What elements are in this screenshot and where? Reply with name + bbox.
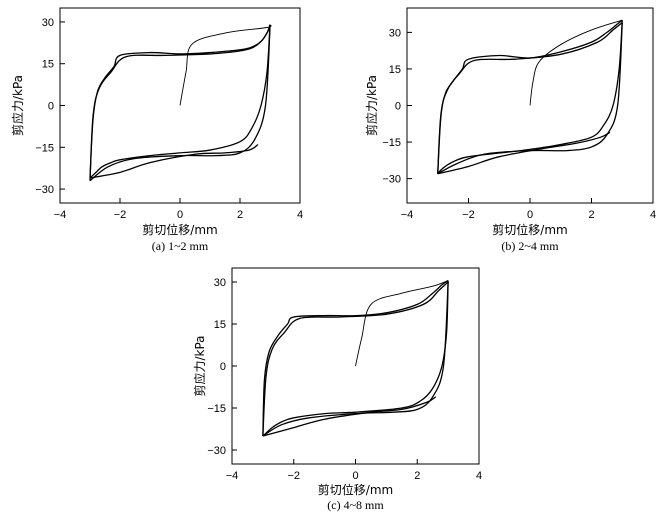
hysteresis-curve-3 <box>262 396 437 437</box>
hysteresis-curve-4 <box>89 27 271 182</box>
x-tick-label: 2 <box>414 470 420 482</box>
chart-c: −4 −2 0 2 4 −30 −15 0 15 30 剪切位移/mm 剪应力/kPa (c) 4~8 … <box>192 267 482 512</box>
subfigure-caption: (c) 4~8 mm <box>327 498 384 512</box>
series-group <box>89 24 272 182</box>
x-axis-label: 剪切位移/mm <box>318 482 393 497</box>
x-tick-label: 4 <box>297 209 303 221</box>
hysteresis-curve-4 <box>437 22 623 175</box>
hysteresis-curve-1 <box>437 20 623 175</box>
hysteresis-curve-0 <box>355 280 449 367</box>
x-tick-label: 2 <box>237 209 243 221</box>
x-tick-label: −4 <box>54 209 67 221</box>
y-tick-label: 0 <box>48 101 54 113</box>
subfigure-caption: (a) 1~2 mm <box>152 239 209 253</box>
y-tick-label: −15 <box>382 137 401 149</box>
x-tick-label: −2 <box>462 209 475 221</box>
x-tick-label: 4 <box>476 470 482 482</box>
y-tick-label: −15 <box>35 142 54 154</box>
hysteresis-curve-0 <box>179 24 272 106</box>
hysteresis-curve-5 <box>262 281 449 437</box>
y-tick-label: 15 <box>389 64 401 76</box>
y-tick-label: −30 <box>207 445 226 457</box>
hysteresis-curve-0 <box>529 19 623 106</box>
hysteresis-curve-5 <box>437 22 623 174</box>
hysteresis-curve-1 <box>89 24 271 179</box>
hysteresis-curve-5 <box>89 27 271 181</box>
hysteresis-curve-3 <box>89 143 259 179</box>
chart-b: −4 −2 0 2 4 −30 −15 0 15 30 剪切位移/mm 剪应力/kPa (b) 2~4 … <box>364 7 656 253</box>
y-tick-label: 15 <box>214 319 226 331</box>
x-tick-label: 4 <box>650 209 656 221</box>
x-tick-label: −2 <box>114 209 127 221</box>
y-axis-label: 剪应力/kPa <box>364 75 379 136</box>
series-group <box>437 19 623 175</box>
subfigure-caption: (b) 2~4 mm <box>501 239 559 253</box>
x-tick-label: −4 <box>401 209 414 221</box>
y-tick-label: 0 <box>395 101 401 113</box>
x-tick-label: 0 <box>527 209 533 221</box>
y-tick-label: 30 <box>42 17 54 29</box>
y-axis-label: 剪应力/kPa <box>192 335 207 396</box>
x-tick-label: 2 <box>588 209 594 221</box>
hysteresis-curve-3 <box>437 131 611 175</box>
y-tick-label: −30 <box>35 184 54 196</box>
x-axis-label: 剪切位移/mm <box>492 222 567 237</box>
y-tick-label: 0 <box>220 361 226 373</box>
hysteresis-curve-4 <box>262 281 449 437</box>
y-tick-label: 30 <box>214 277 226 289</box>
hysteresis-curve-1 <box>262 280 449 437</box>
x-tick-label: 0 <box>352 470 358 482</box>
y-tick-label: 30 <box>389 27 401 39</box>
series-group <box>262 280 449 437</box>
chart-a: −4 −2 0 2 4 −30 −15 0 15 30 剪切位移/mm 剪应力/kPa (a) 1~2 … <box>10 7 303 253</box>
x-tick-label: 0 <box>177 209 183 221</box>
x-tick-label: −2 <box>287 470 300 482</box>
y-axis-label: 剪应力/kPa <box>10 75 25 136</box>
y-tick-label: 15 <box>42 59 54 71</box>
hysteresis-curve-2 <box>89 24 271 178</box>
y-tick-label: −30 <box>382 174 401 186</box>
hysteresis-curve-2 <box>262 280 449 437</box>
x-tick-label: −4 <box>226 470 239 482</box>
x-axis-label: 剪切位移/mm <box>142 222 217 237</box>
y-tick-label: −15 <box>207 403 226 415</box>
